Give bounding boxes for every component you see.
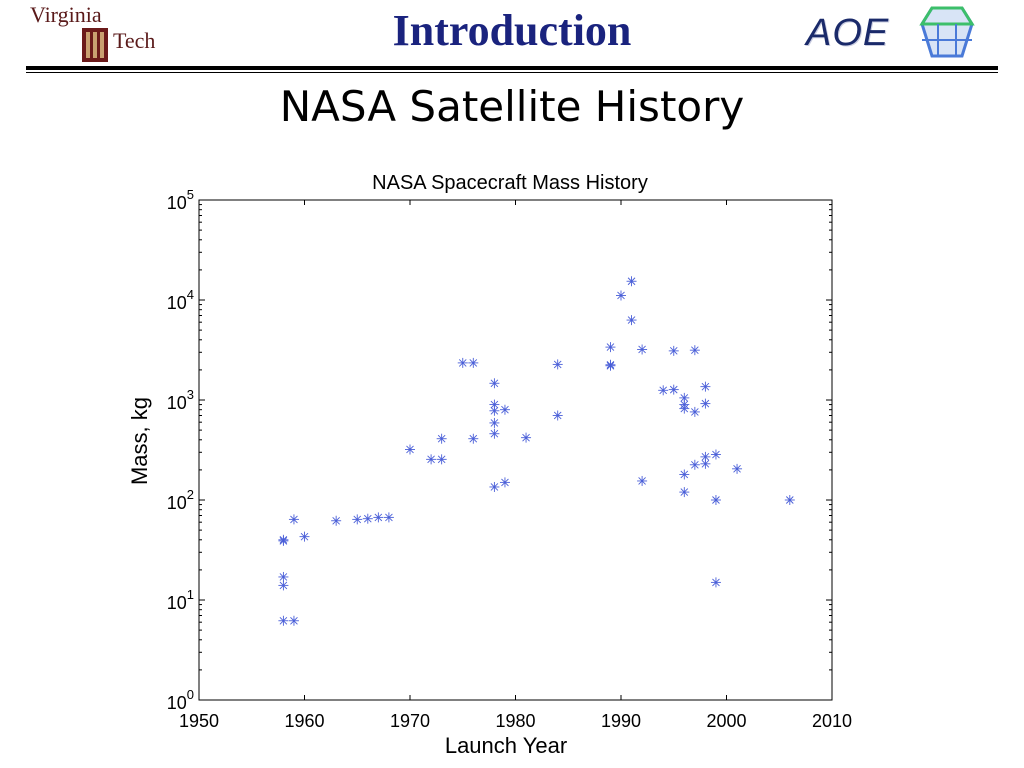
aoe-hexagon-icon [919, 6, 975, 58]
x-tick-label: 1980 [495, 711, 535, 731]
data-point [426, 454, 437, 465]
data-point [288, 615, 299, 626]
data-point [331, 515, 342, 526]
x-axis: 1950 1960 1970 1980 1990 2000 2010 [179, 200, 852, 731]
data-point [383, 512, 394, 523]
data-point [784, 495, 795, 505]
plot-area [198, 199, 833, 701]
data-point [489, 405, 500, 416]
data-point [489, 428, 500, 439]
y-tick-label: 105 [167, 187, 194, 213]
x-tick-label: 1950 [179, 711, 219, 731]
data-point [689, 345, 700, 356]
data-point [278, 615, 289, 626]
data-point [499, 477, 510, 488]
data-point [436, 454, 447, 465]
data-point [278, 571, 289, 582]
data-point [436, 433, 447, 444]
header-divider [26, 66, 998, 70]
data-point [362, 513, 373, 524]
data-point [468, 433, 479, 444]
logo-tech-text: Tech [113, 28, 156, 53]
logo-virginia-text: Virginia [30, 2, 102, 27]
data-point [689, 406, 700, 417]
data-point [700, 458, 711, 469]
data-point [700, 381, 711, 392]
y-tick-label: 101 [167, 587, 194, 613]
data-point [457, 357, 468, 368]
data-point [373, 512, 384, 523]
data-point [626, 276, 637, 287]
data-point [668, 384, 679, 395]
data-point [489, 378, 500, 389]
slide-subtitle: NASA Satellite History [279, 82, 745, 131]
y-tick-label: 103 [167, 387, 194, 413]
data-point [700, 451, 711, 462]
y-tick-label: 102 [167, 487, 194, 513]
data-point [668, 345, 679, 356]
y-tick-label: 100 [167, 687, 194, 713]
data-point [710, 495, 721, 505]
slide-header: Introduction [392, 6, 632, 55]
aoe-logo: AOE [806, 12, 890, 54]
data-point [278, 580, 289, 591]
data-point [352, 514, 363, 525]
data-point [679, 469, 690, 480]
data-point [489, 481, 500, 492]
data-point [710, 449, 721, 460]
data-point [637, 344, 648, 355]
data-point [521, 432, 532, 443]
data-point [552, 359, 563, 370]
data-point [278, 534, 289, 545]
x-tick-label: 2000 [706, 711, 746, 731]
x-tick-label: 2010 [812, 711, 852, 731]
data-point [605, 360, 616, 371]
data-point [288, 514, 299, 525]
y-tick-label: 104 [167, 287, 194, 313]
data-point [405, 444, 415, 455]
y-axis: 100 101 102 103 104 105 [167, 187, 832, 713]
vt-shield-icon [82, 28, 108, 62]
x-tick-label: 1960 [284, 711, 324, 731]
data-point [499, 404, 510, 415]
y-axis-label: Mass, kg [127, 397, 152, 485]
data-point [489, 417, 500, 428]
data-point [679, 403, 690, 414]
x-tick-label: 1990 [601, 711, 641, 731]
chart-title: NASA Spacecraft Mass History [372, 172, 648, 194]
data-point [299, 531, 310, 542]
header-divider-thin [26, 72, 998, 73]
data-point [689, 459, 700, 470]
data-point [732, 463, 743, 474]
data-point [468, 357, 479, 368]
data-point [616, 290, 626, 301]
data-point [637, 475, 648, 486]
data-point [700, 398, 711, 409]
data-point [605, 342, 616, 353]
virginia-tech-logo: Virginia Tech [28, 2, 168, 66]
data-point [626, 315, 637, 326]
data-point [710, 577, 721, 588]
data-points [278, 276, 795, 626]
data-point [658, 385, 669, 396]
x-tick-label: 1970 [390, 711, 430, 731]
x-axis-label: Launch Year [445, 733, 567, 758]
data-point [679, 487, 690, 498]
data-point [552, 410, 563, 421]
